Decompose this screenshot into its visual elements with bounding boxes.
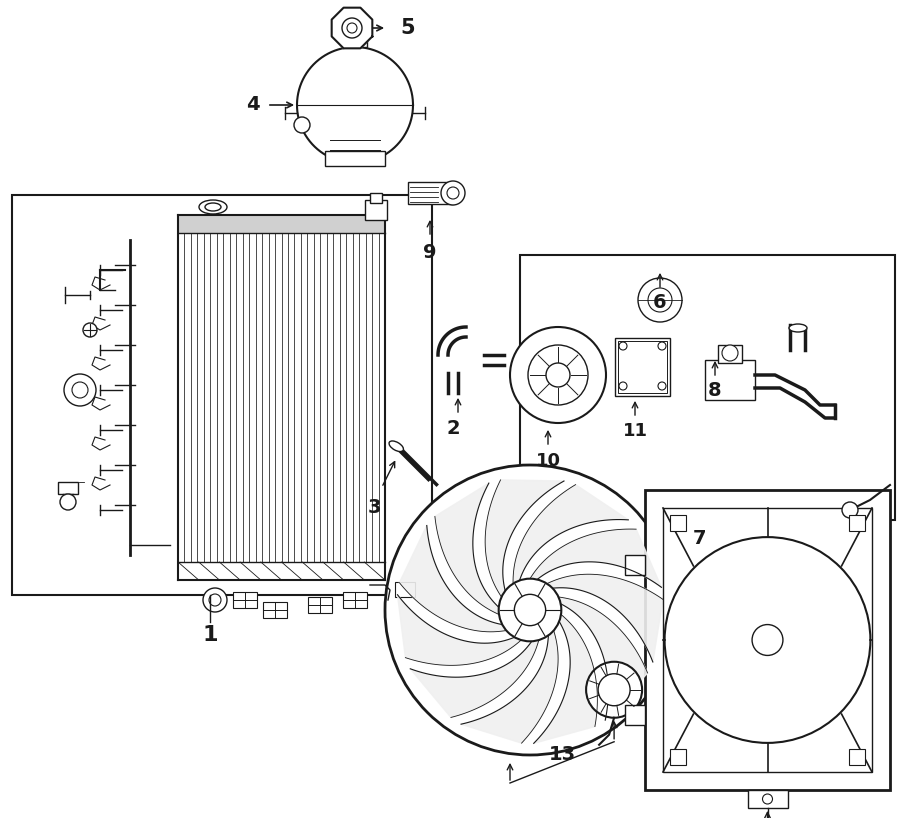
Polygon shape (435, 483, 505, 618)
Circle shape (842, 502, 858, 518)
Circle shape (499, 578, 562, 641)
Circle shape (72, 382, 88, 398)
Circle shape (664, 537, 870, 743)
Text: 9: 9 (423, 242, 436, 262)
Bar (178, 215, 385, 233)
Circle shape (619, 382, 627, 390)
Bar (370, 193, 382, 203)
Bar (670, 515, 686, 531)
Polygon shape (398, 595, 527, 665)
Circle shape (586, 662, 642, 717)
Circle shape (722, 345, 738, 361)
Circle shape (514, 595, 545, 626)
Polygon shape (400, 525, 514, 631)
Circle shape (658, 382, 666, 390)
Ellipse shape (389, 441, 403, 452)
Text: 8: 8 (708, 380, 722, 399)
Bar (233, 592, 257, 608)
Bar (618, 341, 667, 393)
Text: 10: 10 (536, 452, 561, 470)
Circle shape (441, 181, 465, 205)
Bar (625, 705, 645, 725)
Text: 11: 11 (623, 422, 647, 440)
Bar (748, 790, 788, 808)
Bar (263, 602, 287, 618)
Bar (343, 592, 367, 608)
Circle shape (619, 342, 627, 350)
Circle shape (385, 465, 675, 755)
Bar (625, 555, 645, 575)
Text: 5: 5 (400, 18, 415, 38)
Circle shape (510, 327, 606, 423)
Bar (718, 345, 742, 363)
Circle shape (64, 374, 96, 406)
Bar (408, 182, 453, 204)
Text: 6: 6 (653, 294, 667, 312)
Bar (325, 151, 385, 166)
Bar (343, 17, 367, 47)
Bar (705, 360, 755, 400)
Polygon shape (552, 595, 648, 720)
Text: 13: 13 (548, 745, 576, 764)
Bar (849, 515, 865, 531)
Circle shape (342, 18, 362, 38)
Bar (395, 582, 415, 597)
Polygon shape (410, 633, 542, 717)
Polygon shape (540, 574, 663, 662)
Circle shape (209, 594, 221, 606)
Bar (615, 338, 670, 396)
Circle shape (648, 288, 672, 312)
Polygon shape (461, 623, 558, 743)
Text: 4: 4 (247, 96, 260, 115)
Circle shape (638, 278, 682, 322)
Circle shape (347, 23, 357, 33)
Bar (308, 597, 332, 613)
Bar (12, 195, 432, 595)
Circle shape (528, 345, 588, 405)
Text: 3: 3 (368, 498, 382, 517)
Circle shape (203, 588, 227, 612)
Circle shape (294, 117, 310, 133)
Circle shape (598, 674, 630, 706)
Circle shape (546, 363, 570, 387)
Circle shape (658, 342, 666, 350)
Polygon shape (526, 529, 662, 587)
Ellipse shape (205, 203, 221, 211)
Bar (520, 255, 895, 520)
Circle shape (60, 494, 76, 510)
Polygon shape (297, 47, 413, 163)
Circle shape (762, 794, 772, 804)
Ellipse shape (199, 200, 227, 214)
Bar (365, 200, 387, 220)
Circle shape (447, 187, 459, 199)
Polygon shape (332, 7, 373, 48)
Bar (645, 490, 890, 790)
Polygon shape (485, 480, 564, 604)
Circle shape (83, 323, 97, 337)
Text: 7: 7 (693, 528, 706, 547)
Bar (663, 508, 872, 772)
Text: 2: 2 (446, 419, 460, 438)
Bar (58, 482, 78, 494)
Polygon shape (534, 609, 598, 744)
Text: 1: 1 (202, 625, 218, 645)
Bar (670, 749, 686, 765)
Ellipse shape (789, 324, 807, 332)
Bar (849, 749, 865, 765)
Circle shape (752, 625, 783, 655)
Polygon shape (512, 484, 628, 591)
